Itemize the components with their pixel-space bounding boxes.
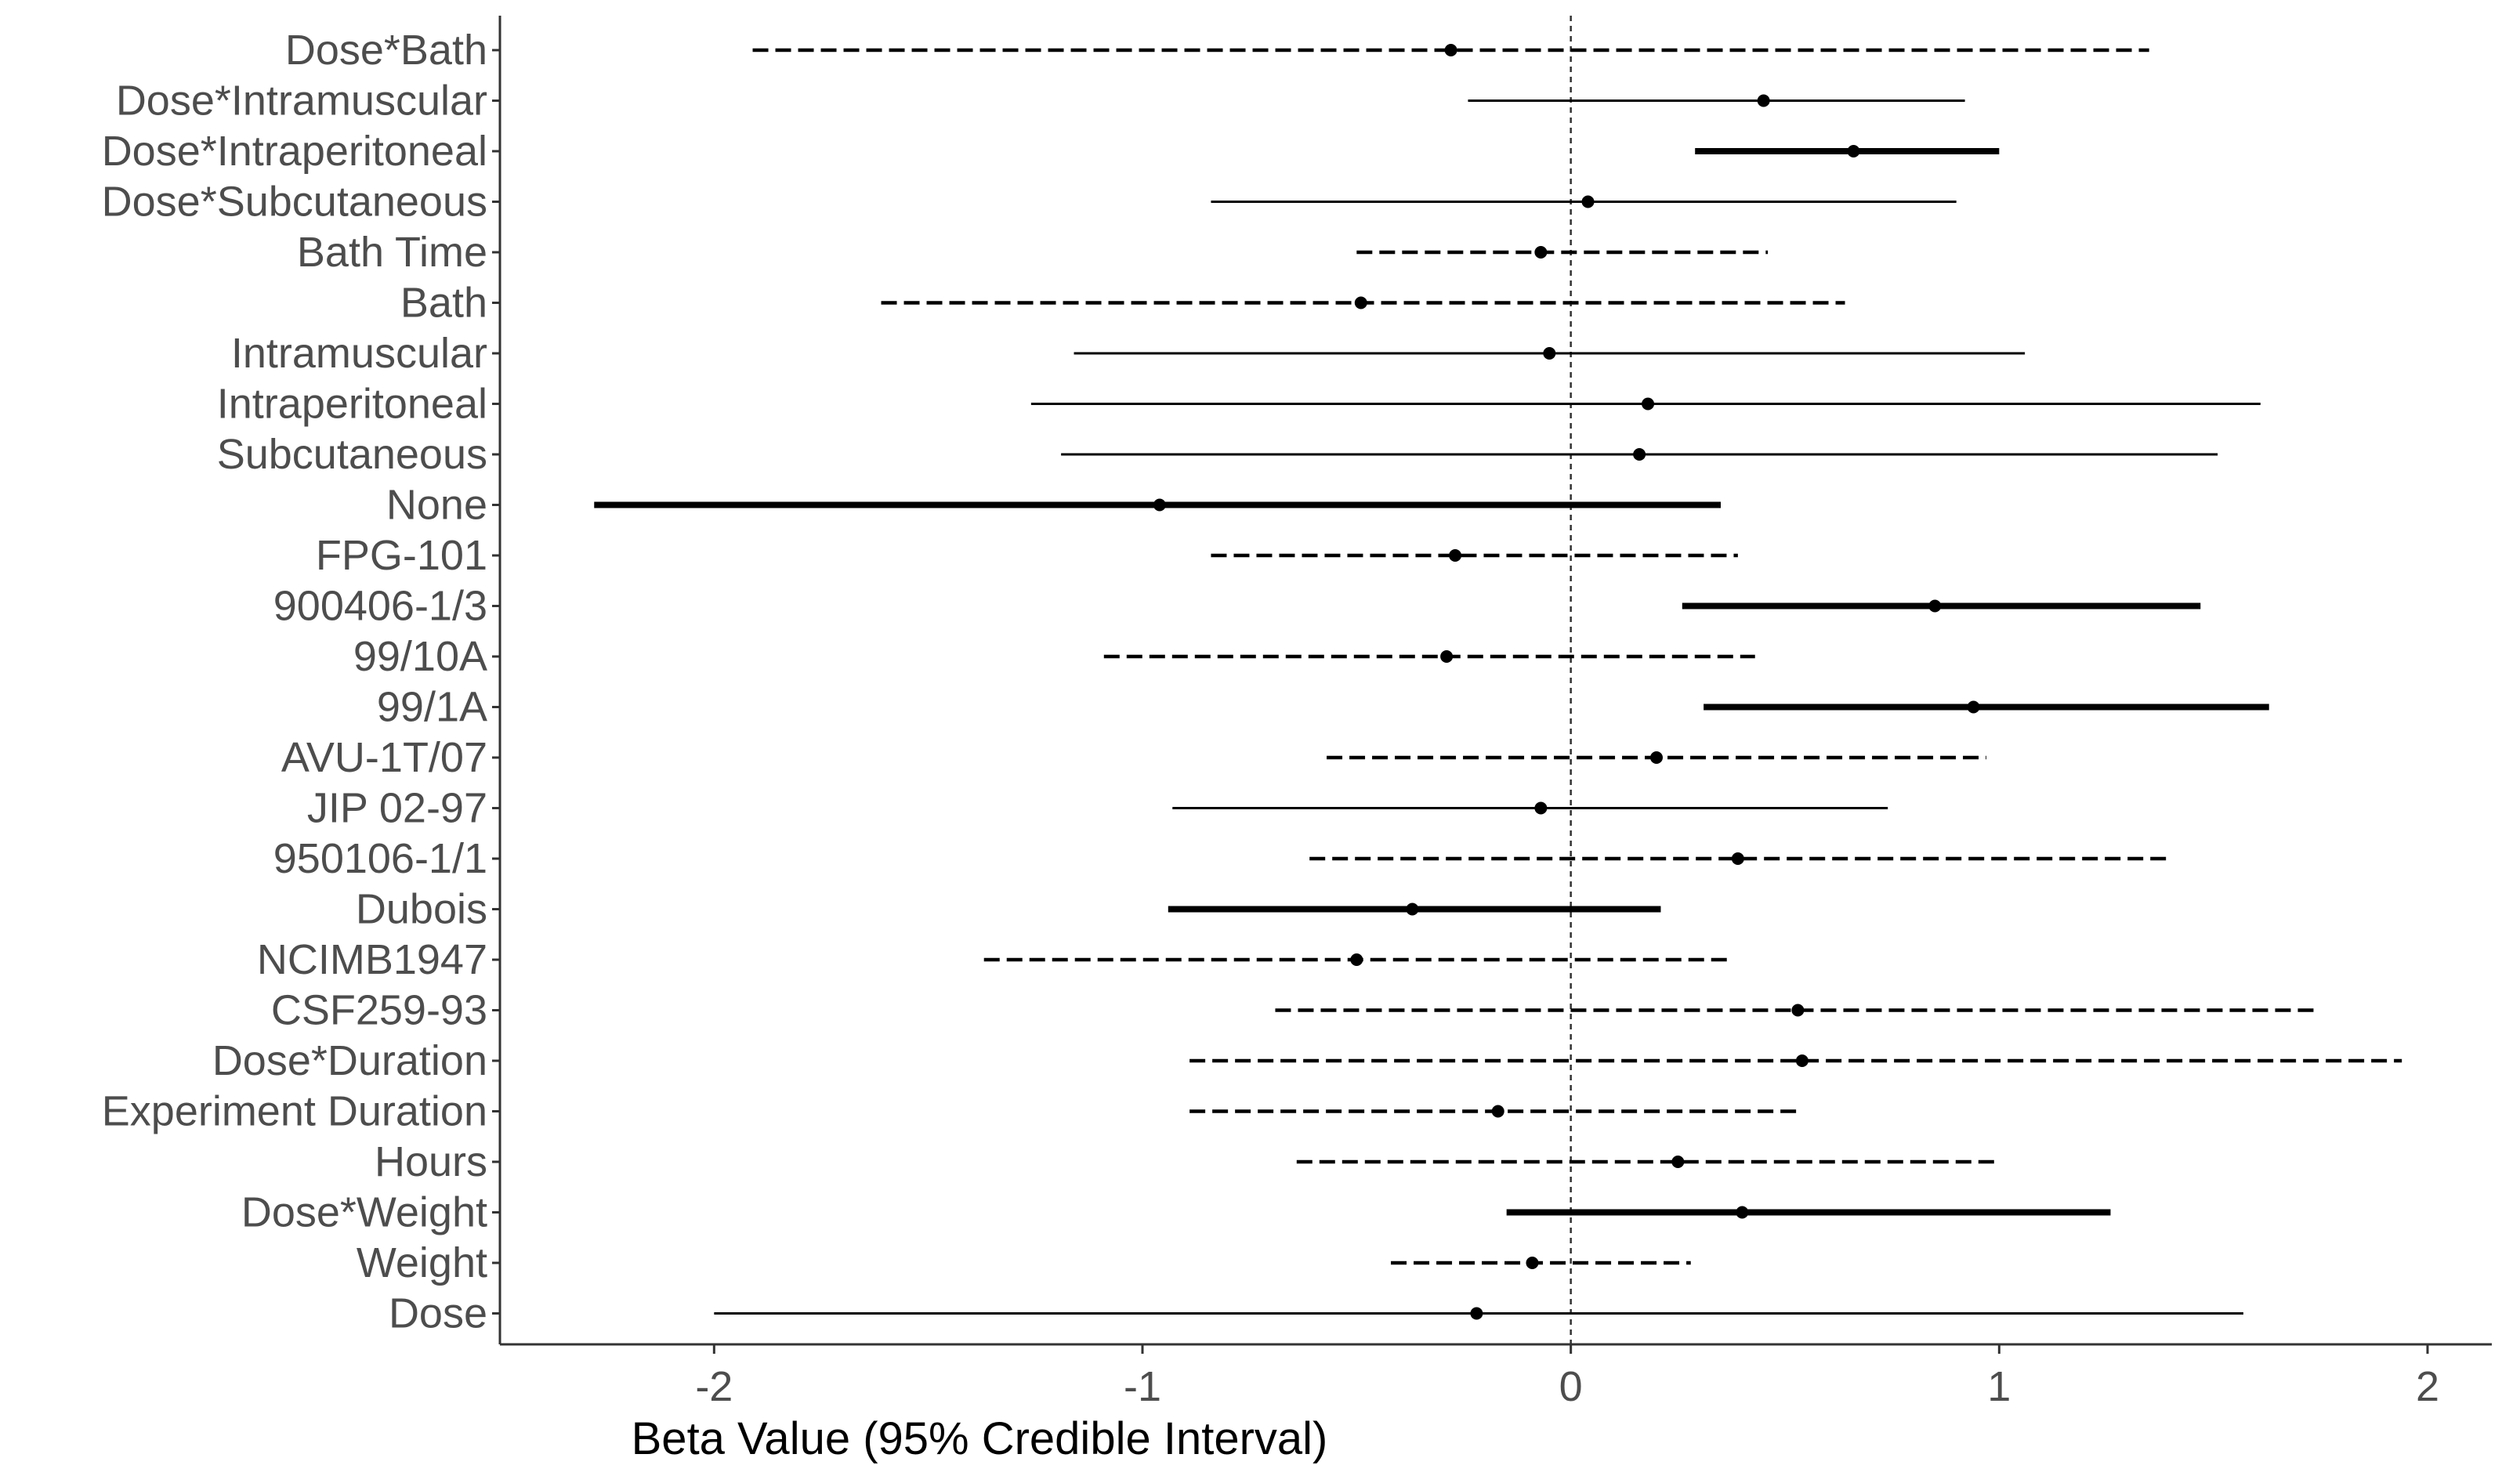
y-tick-label: CSF259-93 [271,987,487,1034]
estimate-point [1526,1257,1539,1269]
estimate-point [1581,195,1595,208]
y-tick-label: Intraperitoneal [217,381,487,428]
estimate-point [1406,903,1419,916]
y-tick-label: AVU-1T/07 [281,734,487,781]
y-tick-label: Dose [389,1290,487,1337]
y-tick-label: None [386,482,487,529]
x-tick-label: 1 [1987,1363,2011,1410]
estimate-point [1444,44,1457,56]
x-tick-label: -1 [1124,1363,1161,1410]
estimate-point [1928,599,1942,613]
y-tick-label: Dose*Subcutaneous [102,179,487,226]
y-axis-labels: Dose*BathDose*IntramuscularDose*Intraper… [102,16,501,1344]
y-tick-label: Dose*Intraperitoneal [102,128,487,175]
estimate-point [1736,1206,1749,1219]
estimate-point [1153,498,1166,512]
x-tick-label: -2 [695,1363,733,1410]
y-tick-label: Dubois [356,886,487,933]
estimate-point [1633,448,1646,461]
y-tick-label: Dose*Duration [212,1037,487,1084]
y-tick-label: Weight [357,1239,487,1286]
estimate-point [1534,246,1548,259]
interval-layer [594,16,2402,1344]
estimate-point [1491,1105,1504,1118]
estimate-point [1731,852,1744,865]
y-tick-label: Intramuscular [231,330,487,377]
y-tick-label: Dose*Weight [241,1189,487,1236]
y-tick-label: Bath Time [297,229,487,276]
y-tick-label: JIP 02-97 [307,785,487,832]
y-tick-label: 950106-1/1 [273,835,487,882]
y-tick-label: FPG-101 [316,532,487,579]
y-tick-label: Subcutaneous [217,431,487,478]
estimate-point [1847,145,1860,157]
estimate-point [1671,1156,1685,1168]
estimate-point [1967,700,1980,714]
estimate-point [1791,1004,1805,1017]
estimate-point [1354,296,1367,309]
estimate-point [1650,751,1663,764]
y-tick-label: Bath [400,280,487,327]
estimate-point [1543,347,1556,360]
estimate-point [1642,397,1655,411]
y-tick-label: NCIMB1947 [257,936,487,983]
x-axis: -2 -1 0 1 2 [500,1343,2492,1410]
estimate-point [1795,1054,1809,1067]
y-tick-label: Dose*Intramuscular [116,78,487,125]
x-tick-label: 0 [1559,1363,1583,1410]
y-tick-label: 99/1A [377,684,487,731]
y-tick-label: Hours [375,1138,487,1185]
x-tick-label: 2 [2416,1363,2439,1410]
estimate-point [1470,1307,1483,1320]
y-tick-label: Experiment Duration [102,1088,487,1135]
estimate-point [1757,94,1770,107]
estimate-point [1449,549,1462,562]
y-tick-label: Dose*Bath [285,27,487,74]
x-axis-title: Beta Value (95% Credible Interval) [632,1413,1328,1464]
point-layer [1153,44,1980,1320]
estimate-point [1350,953,1363,966]
y-tick-label: 900406-1/3 [273,583,487,630]
estimate-point [1534,801,1548,815]
y-tick-label: 99/10A [353,633,487,680]
estimate-point [1440,650,1454,663]
